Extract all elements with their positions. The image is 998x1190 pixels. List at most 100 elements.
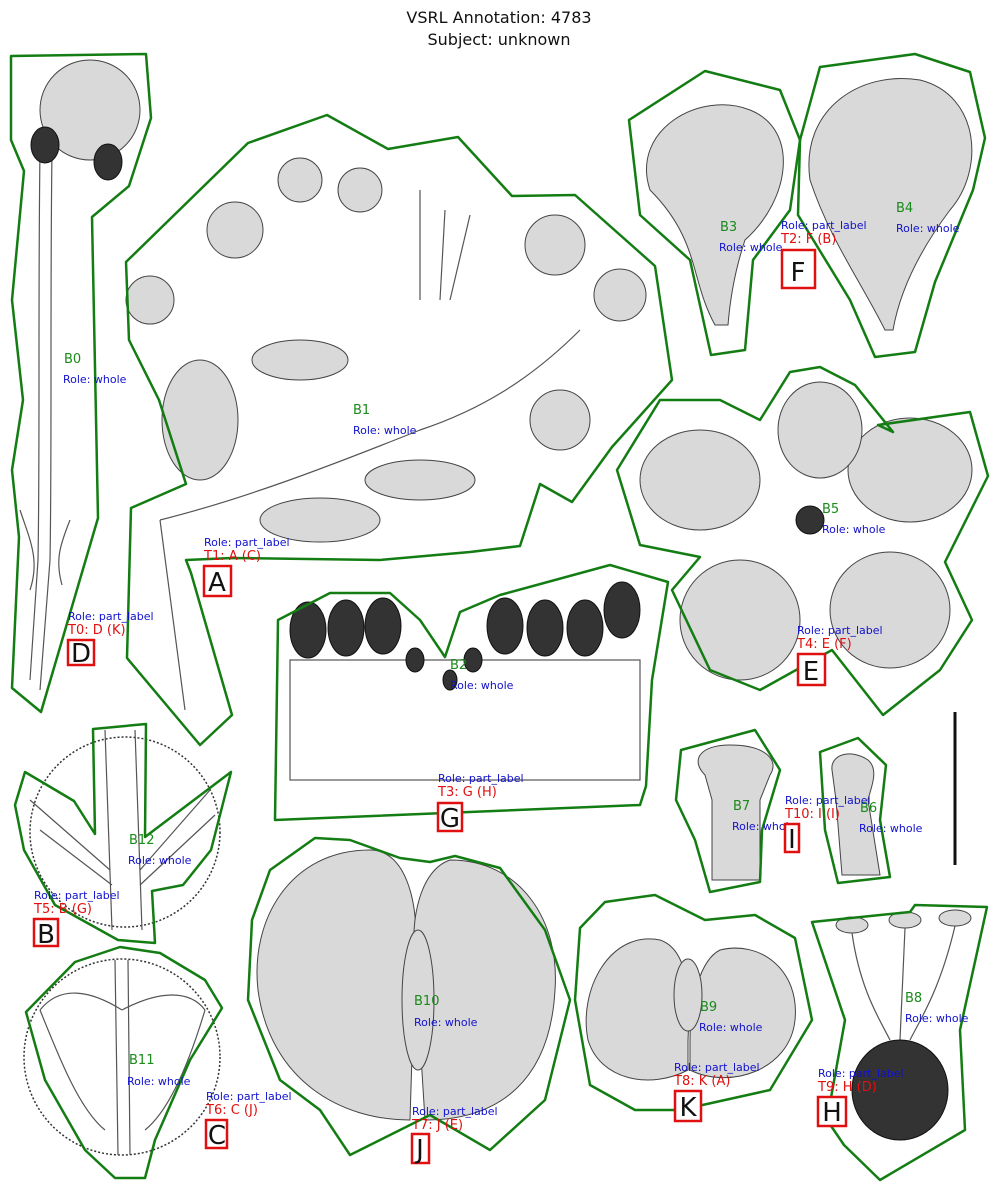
blob-role-b1: Role: whole [353,424,417,437]
blob-role-b2: Role: whole [450,679,514,692]
blob-role-b10: Role: whole [414,1016,478,1029]
label-role-t5: Role: part_label [34,889,120,902]
label-letter-t5: B [37,920,55,950]
label-role-t2: Role: part_label [781,219,867,232]
blob-labels: B0 Role: whole B1 Role: whole B2 Role: w… [63,201,969,1088]
label-role-t6: Role: part_label [206,1090,292,1103]
blob-role-b4: Role: whole [896,222,960,235]
label-role-t9: Role: part_label [818,1067,904,1080]
label-id-t6: T6: C (J) [205,1103,258,1118]
outline-b5 [615,365,990,717]
blob-id-b1: B1 [353,403,370,418]
blob-id-b0: B0 [64,352,81,367]
label-role-t7: Role: part_label [412,1105,498,1118]
label-id-t1: T1: A (C) [203,549,261,564]
label-letter-t3: G [440,804,460,834]
label-letter-t1: A [208,568,226,598]
label-box-t9 [816,1095,848,1128]
blob-id-b12: B12 [129,833,154,848]
label-letter-t0: D [71,639,91,669]
sketch-petal-large [808,78,973,331]
part-labels: Role: part_label T0: D (K) D Role: part_… [32,219,904,1165]
label-id-t3: T3: G (H) [437,785,497,800]
label-id-t7: T7: J (E) [411,1118,463,1133]
label-box-t2 [780,248,817,290]
botanical-sketches [19,59,973,1156]
outline-b2 [273,563,670,822]
blob-id-b11: B11 [129,1053,154,1068]
annotation-outlines [9,52,990,1182]
label-role-t0: Role: part_label [68,610,154,623]
label-letter-t4: E [803,657,819,687]
blob-role-b12: Role: whole [128,854,192,867]
blob-role-b8: Role: whole [905,1012,969,1025]
outline-b12 [13,722,233,945]
blob-id-b2: B2 [450,658,467,673]
blob-role-b6: Role: whole [859,822,923,835]
label-letter-t6: C [208,1121,226,1151]
label-box-t3 [436,801,464,833]
outline-b1 [124,113,674,747]
blob-role-b7: Role: whole [732,820,796,833]
label-id-t10: T10: I (I) [784,807,840,822]
label-letter-t7: J [414,1135,424,1165]
sketch-styles-ovary [835,909,972,1141]
label-box-t4 [796,652,827,687]
blob-id-b9: B9 [700,1000,717,1015]
outline-b4 [796,52,987,359]
label-id-t2: T2: F (B) [780,232,836,247]
sketch-flowering-branch [125,157,647,711]
label-box-t1 [202,564,233,598]
label-letter-t10: I [788,825,796,855]
blob-id-b4: B4 [896,201,913,216]
label-letter-t2: F [791,258,806,288]
label-box-t7 [410,1132,431,1165]
sketch-bilobed-petal-small [585,938,796,1081]
outline-b6 [818,736,892,885]
sketch-pistil-short [697,744,774,881]
blob-id-b7: B7 [733,799,750,814]
label-id-t9: T9: H (D) [817,1080,877,1095]
blob-id-b5: B5 [822,502,839,517]
label-role-t1: Role: part_label [204,536,290,549]
sketch-bilobed-petal [256,849,556,1121]
blob-role-b3: Role: whole [719,241,783,254]
blob-id-b6: B6 [860,801,877,816]
blob-id-b3: B3 [720,220,737,235]
sketch-leaf-detail [23,958,221,1156]
blob-role-b0: Role: whole [63,373,127,386]
label-id-t0: T0: D (K) [67,623,126,638]
label-box-t10 [783,822,801,854]
sketch-pistil-side [831,753,881,876]
sketch-flower-bud-stalk [19,59,141,691]
label-role-t3: Role: part_label [438,772,524,785]
label-letter-t9: H [822,1098,842,1128]
outline-b0 [9,52,153,714]
label-box-t6 [204,1118,229,1150]
outline-b11 [24,945,224,1180]
outline-b3 [627,69,802,357]
sketch-petal-small [646,104,784,326]
sketch-stamen-row [289,581,641,781]
label-id-t8: T8: K (A) [673,1074,730,1089]
label-box-t5 [32,917,60,948]
blob-id-b10: B10 [414,994,439,1009]
outline-b9 [573,893,814,1112]
blob-role-b5: Role: whole [822,523,886,536]
label-role-t10: Role: part_label [785,794,871,807]
blob-id-b8: B8 [905,991,922,1006]
outline-b7 [674,728,782,894]
label-id-t5: T5: B (G) [33,902,92,917]
blob-role-b9: Role: whole [699,1021,763,1034]
label-letter-t8: K [679,1093,697,1123]
outline-b10 [246,836,572,1157]
figure-subtitle: Subject: unknown [427,30,571,49]
label-role-t4: Role: part_label [797,624,883,637]
label-role-t8: Role: part_label [674,1061,760,1074]
label-box-t0 [66,638,96,667]
sketch-open-flower [639,381,973,681]
figure-title: VSRL Annotation: 4783 [406,8,592,27]
blob-role-b11: Role: whole [127,1075,191,1088]
label-id-t4: T4: E (F) [796,637,852,652]
